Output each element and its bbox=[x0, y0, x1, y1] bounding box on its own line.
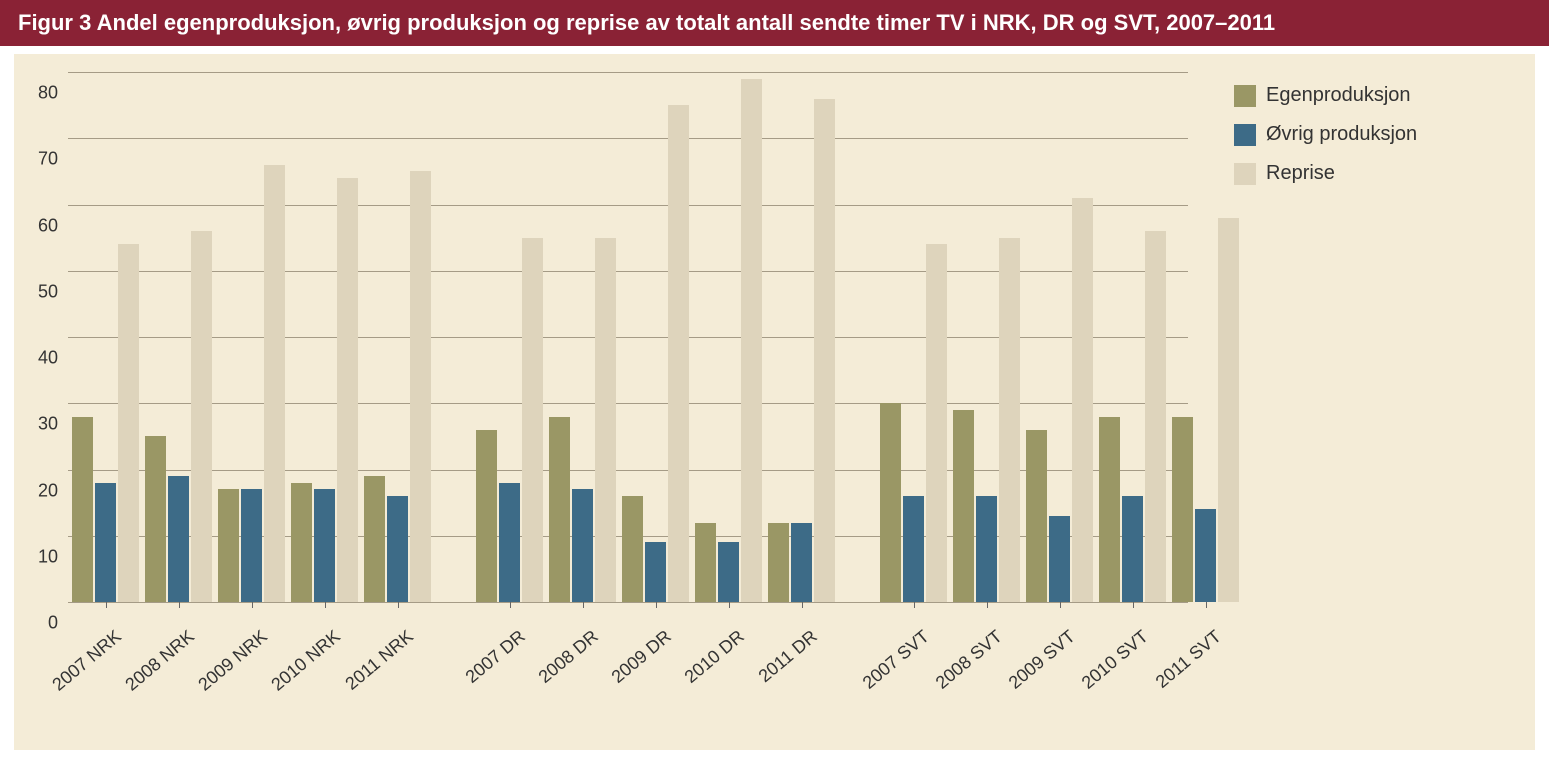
y-tick-label: 0 bbox=[14, 613, 58, 634]
x-tick-label: 2008 DR bbox=[534, 626, 602, 688]
legend-label: Reprise bbox=[1266, 162, 1335, 185]
bar-ovrig bbox=[499, 483, 520, 602]
bar-egen bbox=[768, 523, 789, 603]
bar-egen bbox=[1026, 430, 1047, 602]
bar-egen bbox=[953, 410, 974, 602]
x-tick-label: 2009 SVT bbox=[1004, 626, 1079, 694]
x-tick-label: 2008 NRK bbox=[121, 626, 198, 695]
bar-reprise bbox=[1072, 198, 1093, 602]
gridline bbox=[68, 602, 1188, 603]
bar-reprise bbox=[118, 244, 139, 602]
bar-reprise bbox=[522, 238, 543, 602]
bar-reprise bbox=[814, 99, 835, 603]
bar-ovrig bbox=[903, 496, 924, 602]
bar-ovrig bbox=[168, 476, 189, 602]
bar-reprise bbox=[1145, 231, 1166, 602]
x-tick-label: 2010 NRK bbox=[267, 626, 344, 695]
y-tick-label: 30 bbox=[14, 414, 58, 435]
chart-panel: 0 10 20 30 40 50 60 70 80 2007 NRK2008 NRK2009 N… bbox=[14, 54, 1535, 750]
x-tick-label: 2007 SVT bbox=[858, 626, 933, 694]
legend-label: Egenproduksjon bbox=[1266, 84, 1411, 107]
x-tick bbox=[1206, 602, 1207, 608]
legend-item-egen: Egenproduksjon bbox=[1234, 84, 1417, 107]
bar-egen bbox=[218, 489, 239, 602]
bar-egen bbox=[1099, 417, 1120, 603]
y-tick-label: 60 bbox=[14, 215, 58, 236]
legend-item-ovrig: Øvrig produksjon bbox=[1234, 123, 1417, 146]
bar-egen bbox=[695, 523, 716, 603]
x-tick-label: 2011 NRK bbox=[341, 626, 417, 695]
bar-reprise bbox=[191, 231, 212, 602]
y-tick-label: 10 bbox=[14, 546, 58, 567]
bar-egen bbox=[1172, 417, 1193, 603]
bar-egen bbox=[291, 483, 312, 602]
bar-ovrig bbox=[95, 483, 116, 602]
x-tick-label: 2011 SVT bbox=[1151, 626, 1225, 693]
bar-ovrig bbox=[1049, 516, 1070, 602]
bar-egen bbox=[622, 496, 643, 602]
chart-inner: 0 10 20 30 40 50 60 70 80 2007 NRK2008 NRK2009 N… bbox=[14, 66, 1535, 750]
y-tick-label: 70 bbox=[14, 149, 58, 170]
bar-egen bbox=[549, 417, 570, 603]
bars-layer bbox=[68, 72, 1188, 602]
bar-ovrig bbox=[572, 489, 593, 602]
bar-reprise bbox=[741, 79, 762, 602]
bar-egen bbox=[145, 436, 166, 602]
bar-reprise bbox=[668, 105, 689, 602]
bar-ovrig bbox=[645, 542, 666, 602]
bar-ovrig bbox=[976, 496, 997, 602]
bar-ovrig bbox=[241, 489, 262, 602]
bar-reprise bbox=[337, 178, 358, 602]
figure-title: Figur 3 Andel egenproduksjon, øvrig prod… bbox=[18, 10, 1275, 35]
y-tick-label: 50 bbox=[14, 281, 58, 302]
x-tick-label: 2007 DR bbox=[461, 626, 529, 688]
bar-egen bbox=[880, 403, 901, 602]
bar-reprise bbox=[595, 238, 616, 602]
legend-label: Øvrig produksjon bbox=[1266, 123, 1417, 146]
x-tick-label: 2011 DR bbox=[754, 626, 821, 687]
bar-ovrig bbox=[1195, 509, 1216, 602]
bar-ovrig bbox=[1122, 496, 1143, 602]
bar-reprise bbox=[1218, 218, 1239, 602]
legend-swatch bbox=[1234, 163, 1256, 185]
plot-area bbox=[68, 72, 1188, 602]
bar-ovrig bbox=[387, 496, 408, 602]
x-tick-label: 2010 DR bbox=[680, 626, 748, 688]
bar-ovrig bbox=[314, 489, 335, 602]
x-tick-label: 2007 NRK bbox=[48, 626, 125, 695]
bar-egen bbox=[476, 430, 497, 602]
bar-reprise bbox=[410, 171, 431, 602]
bar-reprise bbox=[999, 238, 1020, 602]
bar-reprise bbox=[926, 244, 947, 602]
y-tick-label: 20 bbox=[14, 480, 58, 501]
figure-container: Figur 3 Andel egenproduksjon, øvrig prod… bbox=[0, 0, 1549, 760]
bar-egen bbox=[72, 417, 93, 603]
y-tick-label: 40 bbox=[14, 348, 58, 369]
x-axis-labels: 2007 NRK2008 NRK2009 NRK2010 NRK2011 NRK… bbox=[68, 606, 1188, 756]
bar-ovrig bbox=[718, 542, 739, 602]
x-tick-label: 2009 DR bbox=[607, 626, 675, 688]
figure-title-bar: Figur 3 Andel egenproduksjon, øvrig prod… bbox=[0, 0, 1549, 46]
y-tick-label: 80 bbox=[14, 83, 58, 104]
x-tick-label: 2008 SVT bbox=[931, 626, 1006, 694]
legend-swatch bbox=[1234, 124, 1256, 146]
bar-reprise bbox=[264, 165, 285, 602]
legend-item-reprise: Reprise bbox=[1234, 162, 1417, 185]
legend-swatch bbox=[1234, 85, 1256, 107]
x-tick-label: 2009 NRK bbox=[194, 626, 271, 695]
legend: Egenproduksjon Øvrig produksjon Reprise bbox=[1234, 84, 1417, 201]
bar-ovrig bbox=[791, 523, 812, 603]
x-tick-label: 2010 SVT bbox=[1077, 626, 1152, 694]
bar-egen bbox=[364, 476, 385, 602]
